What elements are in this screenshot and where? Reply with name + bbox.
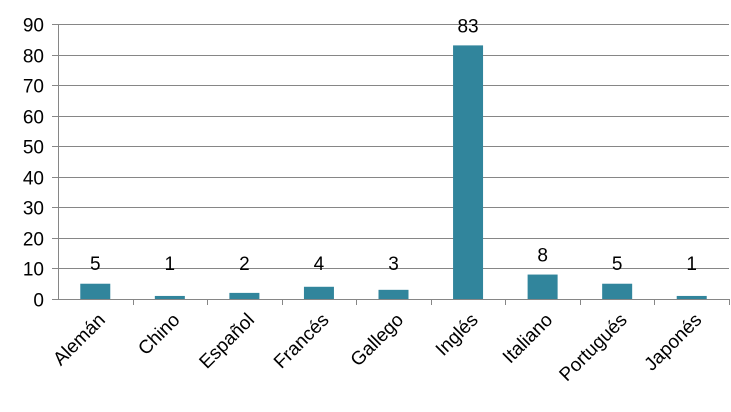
data-labels: 5 1 2 4 3 83 8 5 1 xyxy=(90,16,697,275)
y-tick-label: 60 xyxy=(23,108,44,129)
data-label: 1 xyxy=(686,254,697,275)
category-labels: Alemán Chino Español Francés Gallego Inglés It… xyxy=(49,310,706,386)
category-label: Portugués xyxy=(556,310,632,386)
y-tick-label: 90 xyxy=(23,16,44,37)
bar xyxy=(602,283,633,299)
y-tick-label: 70 xyxy=(23,77,44,98)
bars xyxy=(80,45,707,300)
y-tick-label: 10 xyxy=(23,260,44,281)
data-label: 3 xyxy=(388,254,399,275)
category-label: Gallego xyxy=(347,310,408,371)
category-label: Francés xyxy=(270,310,333,373)
data-label: 2 xyxy=(239,254,250,275)
category-label: Español xyxy=(196,310,259,373)
bar xyxy=(378,289,409,299)
y-tick-label: 40 xyxy=(23,169,44,190)
category-label: Japonés xyxy=(641,310,707,376)
bar xyxy=(80,283,111,299)
data-label: 5 xyxy=(612,254,623,275)
bar xyxy=(229,292,260,299)
y-tick-label: 80 xyxy=(23,47,44,68)
data-label: 5 xyxy=(90,254,101,275)
gridlines xyxy=(58,24,729,269)
data-label: 1 xyxy=(165,254,176,275)
data-label: 4 xyxy=(314,254,325,275)
category-label: Inglés xyxy=(432,310,483,361)
y-tick-label: 20 xyxy=(23,230,44,251)
bar xyxy=(527,274,558,299)
bar xyxy=(676,295,707,299)
bar xyxy=(453,45,484,300)
category-label: Alemán xyxy=(49,310,109,370)
y-tick-label: 0 xyxy=(33,291,44,312)
y-tick-label: 50 xyxy=(23,138,44,159)
bar xyxy=(154,295,185,299)
y-tick-label: 30 xyxy=(23,199,44,220)
data-label: 83 xyxy=(457,16,478,37)
category-label: Italiano xyxy=(499,310,557,368)
y-tick-labels: 0 10 20 30 40 50 60 70 80 90 xyxy=(23,16,44,312)
bar xyxy=(303,286,334,299)
data-label: 8 xyxy=(537,246,548,267)
category-label: Chino xyxy=(134,310,184,360)
axes xyxy=(52,24,730,305)
